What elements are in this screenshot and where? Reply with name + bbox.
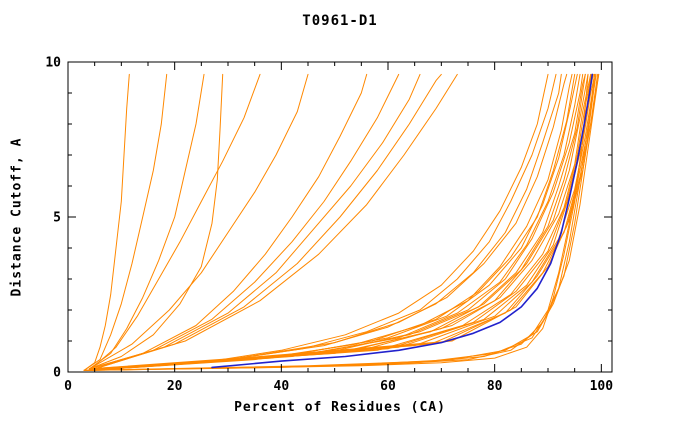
x-tick-label: 40 — [274, 379, 290, 394]
series-model-12 — [88, 73, 549, 371]
series-model-04 — [88, 73, 224, 370]
series-model-20 — [88, 73, 584, 371]
series-model-07 — [88, 73, 368, 371]
series-model-21 — [94, 73, 586, 370]
series-model-33 — [83, 73, 592, 371]
series-model-36 — [83, 73, 600, 371]
series-model-24 — [88, 73, 592, 371]
x-tick-label: 60 — [380, 379, 396, 394]
series-model-15 — [88, 73, 568, 370]
x-tick-label: 0 — [64, 379, 72, 394]
series-model-22 — [94, 73, 586, 370]
series-model-26 — [94, 73, 594, 370]
x-axis-label: Percent of Residues (CA) — [234, 400, 446, 415]
series-model-08 — [88, 73, 400, 370]
series-model-23 — [88, 73, 589, 371]
x-tick-label: 80 — [487, 379, 503, 394]
series-model-28 — [88, 73, 597, 371]
x-tick-label: 100 — [590, 379, 614, 394]
y-tick-label: 10 — [45, 56, 61, 71]
series-model-05 — [88, 73, 261, 371]
series-model-09 — [94, 73, 421, 370]
series-model-25 — [88, 73, 593, 371]
series-model-29 — [88, 73, 597, 371]
series-model-06 — [88, 73, 309, 370]
series-model-32 — [83, 73, 589, 371]
series-model-03 — [88, 73, 205, 370]
y-axis-label: Distance Cutoff, A — [9, 137, 25, 297]
series-model-10 — [94, 73, 442, 370]
series-model-02 — [83, 73, 168, 371]
chart-title: T0961-D1 — [302, 13, 378, 29]
series-model-30 — [88, 73, 599, 371]
y-tick-label: 5 — [53, 211, 61, 226]
series-model-01 — [83, 73, 130, 371]
y-tick-label: 0 — [53, 366, 61, 381]
series-model-18 — [88, 73, 578, 370]
series-model-27 — [94, 73, 596, 370]
x-tick-label: 20 — [167, 379, 183, 394]
series-model-11 — [94, 73, 458, 368]
series-highlighted-model — [211, 73, 594, 369]
series-model-13 — [88, 73, 557, 371]
series-model-31 — [88, 73, 600, 371]
